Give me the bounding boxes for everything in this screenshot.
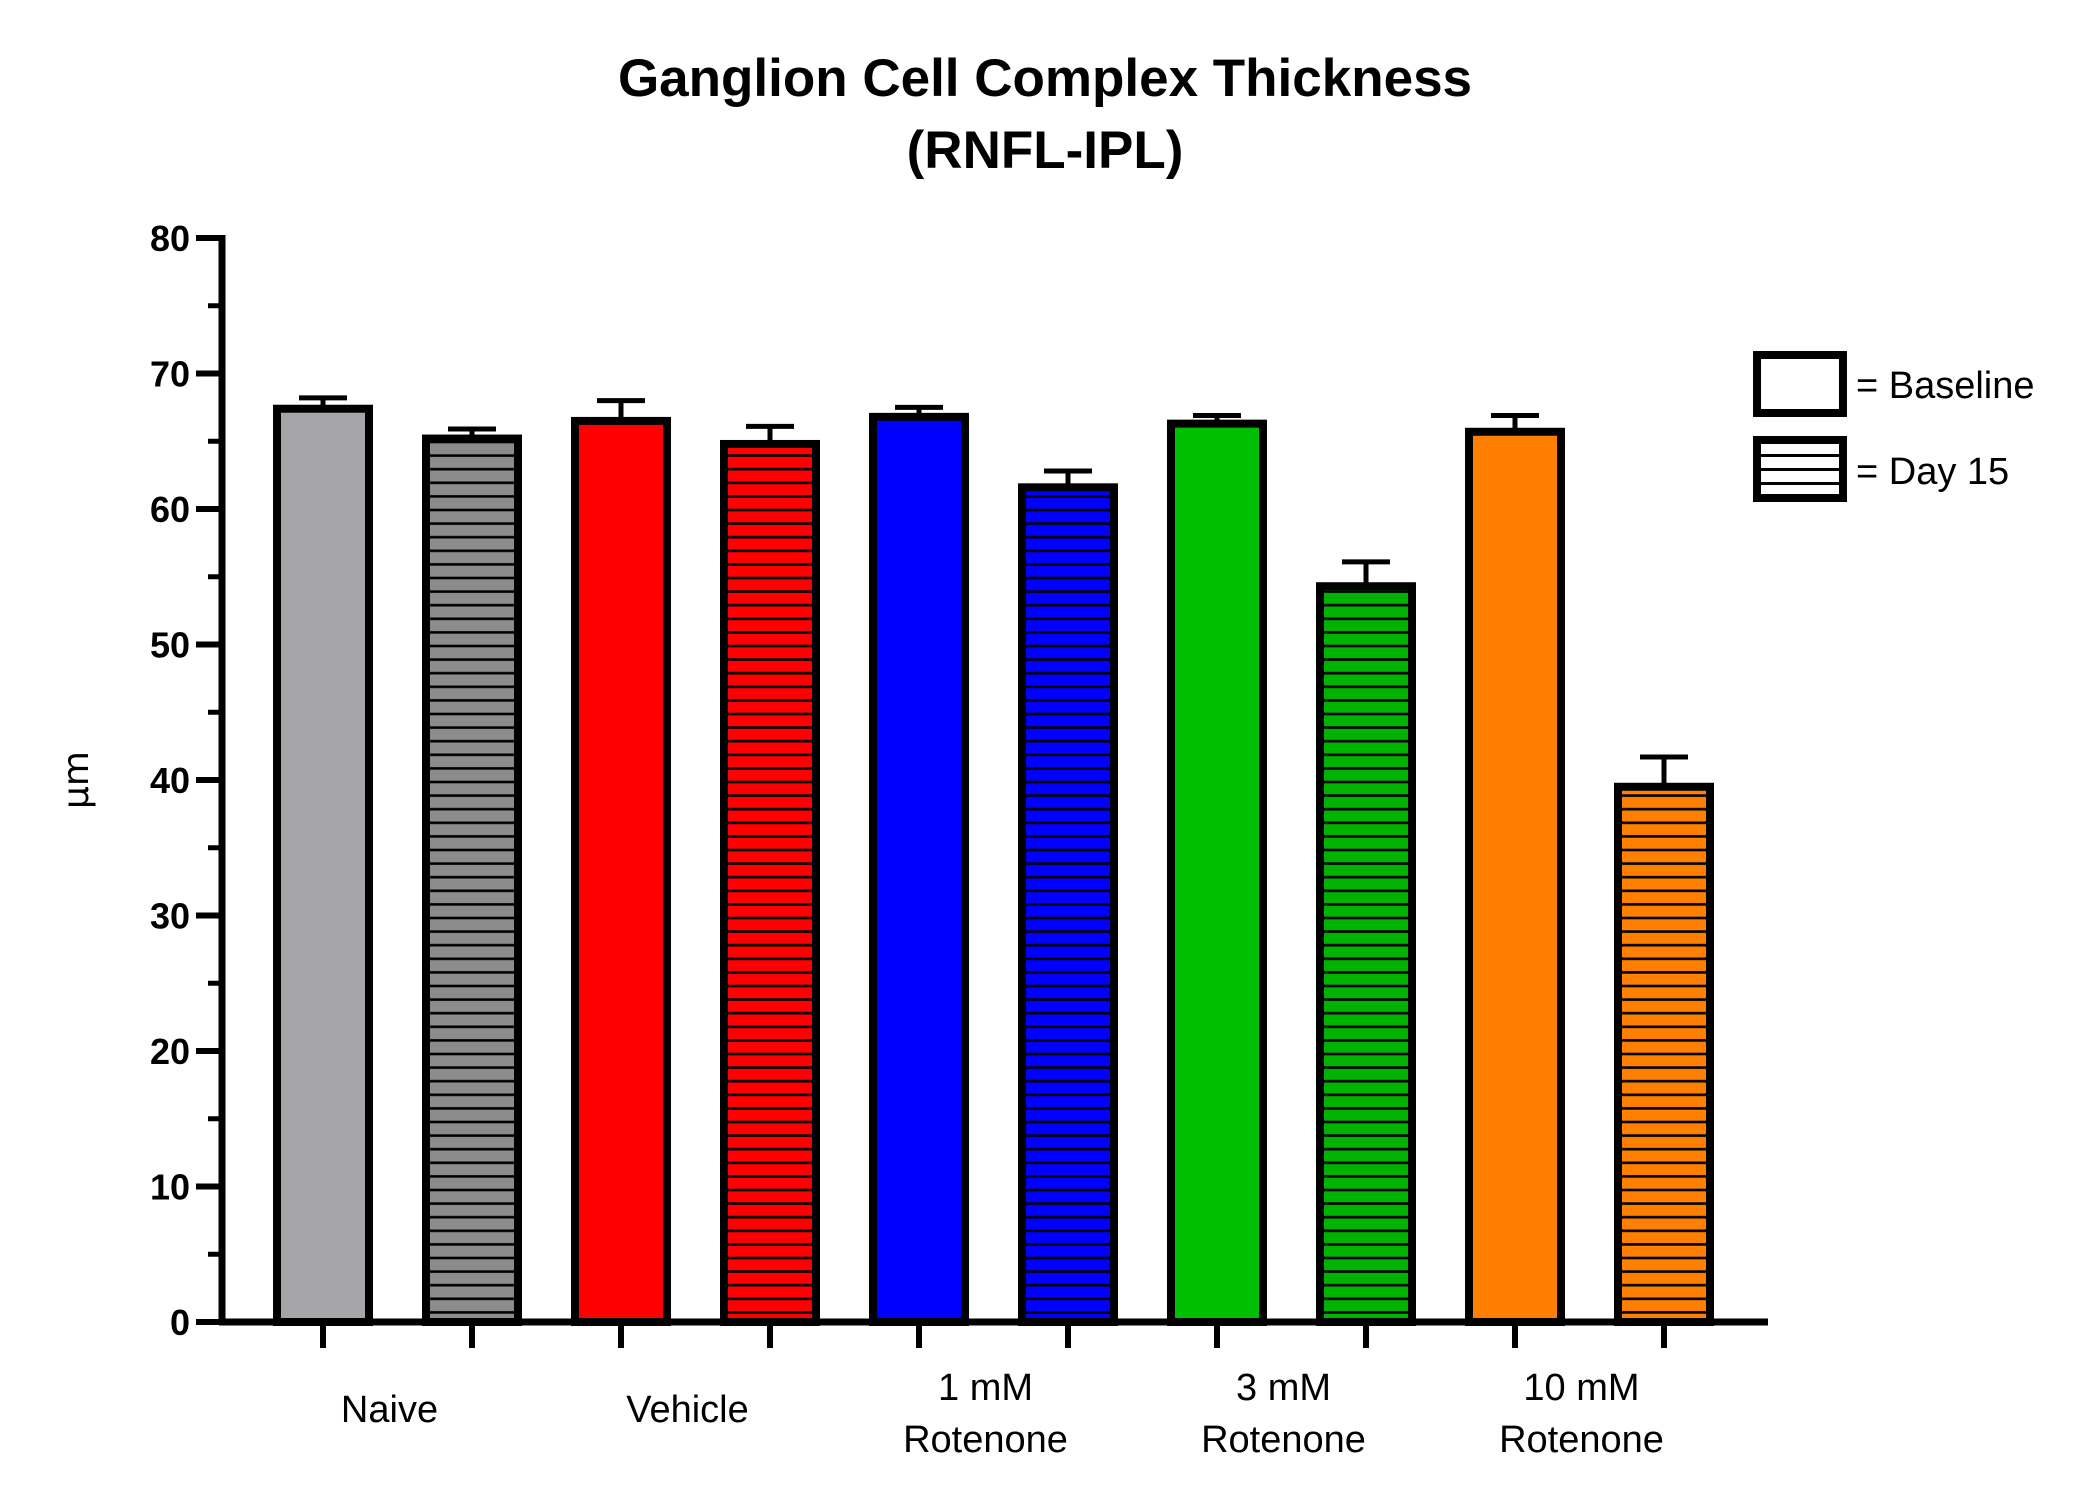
legend: = Baseline = Day 15 <box>1753 351 2035 502</box>
legend-swatch-day15 <box>1753 436 1847 502</box>
chart-title: Ganglion Cell Complex Thickness (RNFL-IP… <box>618 49 1472 180</box>
category-label-4-line-1: Rotenone <box>1499 1419 1664 1461</box>
y-tick-label-3: 30 <box>150 896 190 937</box>
bar-day15-0 <box>422 434 522 1327</box>
legend-label-baseline: = Baseline <box>1856 365 2035 407</box>
bar-baseline-3 <box>1167 419 1267 1326</box>
category-label-1-line-0: Vehicle <box>626 1389 749 1431</box>
y-tick-label-1: 10 <box>150 1167 190 1208</box>
bar-baseline-1 <box>571 416 671 1326</box>
y-tick-label-7: 70 <box>150 354 190 395</box>
legend-swatch-baseline <box>1753 351 1847 417</box>
y-tick-label-4: 40 <box>150 760 190 801</box>
y-tick-label-5: 50 <box>150 625 190 666</box>
category-label-3-line-0: 3 mM <box>1236 1367 1331 1409</box>
y-axis-label: µm <box>56 751 97 809</box>
y-tick-label-0: 0 <box>170 1302 190 1343</box>
chart-title-line-2: (RNFL-IPL) <box>907 121 1184 180</box>
axes-layer <box>196 235 1768 1348</box>
bar-day15-4 <box>1614 782 1714 1326</box>
bar-day15-3 <box>1316 582 1416 1326</box>
category-label-0-line-0: Naive <box>341 1389 438 1431</box>
y-tick-label-2: 20 <box>150 1031 190 1072</box>
category-label-4-line-0: 10 mM <box>1523 1367 1639 1409</box>
bar-day15-1 <box>720 439 820 1326</box>
bar-baseline-2 <box>869 412 969 1326</box>
bar-day15-2 <box>1018 483 1118 1326</box>
y-tick-label-8: 80 <box>150 218 190 259</box>
category-label-3-line-1: Rotenone <box>1201 1419 1366 1461</box>
bars-layer <box>273 395 1714 1327</box>
labels-layer: Naive Vehicle 1 mM Rotenone 3 mM Rotenone 10 m… <box>150 218 1664 1461</box>
legend-label-day15: = Day 15 <box>1856 451 2009 493</box>
bar-baseline-0 <box>273 404 373 1327</box>
y-tick-label-6: 60 <box>150 489 190 530</box>
chart-title-line-1: Ganglion Cell Complex Thickness <box>618 49 1472 108</box>
category-label-2-line-0: 1 mM <box>938 1367 1033 1409</box>
category-label-2-line-1: Rotenone <box>903 1419 1068 1461</box>
bar-baseline-4 <box>1465 427 1565 1326</box>
